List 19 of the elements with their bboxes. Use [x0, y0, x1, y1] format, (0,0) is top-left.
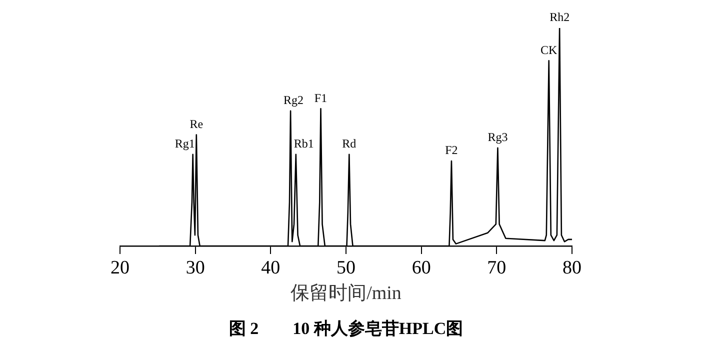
x-tick-label: 80 — [562, 257, 582, 278]
x-tick-label: 40 — [261, 257, 280, 278]
annotation: Rb1 — [294, 136, 314, 151]
annotation: Rd — [342, 136, 356, 151]
text: 图 2 10 种人参皂苷HPLC图 — [228, 319, 464, 338]
annotation: F1 — [314, 90, 328, 105]
annotation: Re — [190, 116, 204, 131]
x-tick-label: 60 — [412, 257, 431, 278]
x-tick-label: 70 — [487, 257, 506, 278]
x-axis-title: 保留时间/min — [290, 283, 402, 304]
annotation: Rg3 — [488, 130, 508, 144]
annotation: Rg1 — [174, 136, 195, 151]
x-tick-label: 50 — [336, 257, 356, 278]
x-tick-label: 30 — [186, 257, 205, 278]
annotation: CK — [540, 42, 558, 57]
annotation: Rh2 — [550, 10, 570, 24]
x-tick-label: 20 — [110, 257, 130, 278]
annotation: Rg2 — [284, 92, 304, 107]
annotation: F2 — [445, 143, 458, 158]
